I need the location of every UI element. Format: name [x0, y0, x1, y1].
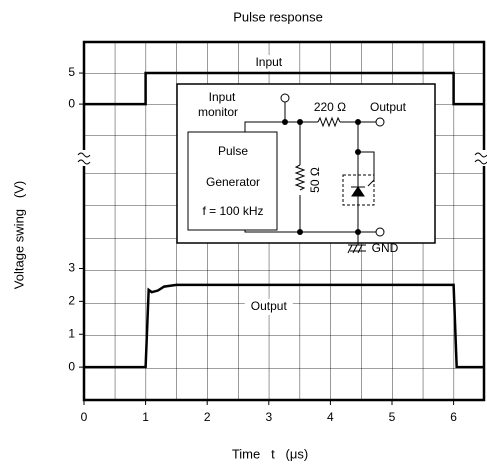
zener-diode — [351, 186, 365, 197]
y-tick-label: 3 — [68, 261, 75, 275]
series-line — [84, 71, 485, 106]
generator-label: Pulse — [218, 144, 248, 158]
series-label-bg — [244, 298, 293, 315]
input-monitor-label: monitor — [198, 105, 238, 119]
series-label: Input — [255, 55, 282, 69]
generator-box — [187, 131, 278, 231]
x-tick-label: 1 — [142, 410, 149, 424]
resistor-label: 220 Ω — [314, 100, 346, 114]
y-tick-label: 0 — [68, 96, 75, 110]
y-tick-label: 2 — [68, 294, 75, 308]
y-tick-label: 1 — [68, 326, 75, 340]
x-tick-label: 0 — [81, 410, 88, 424]
input-monitor-label: Input — [209, 90, 236, 104]
ground-label: GND — [372, 241, 399, 255]
series-label: Output — [251, 299, 288, 313]
x-axis-label: Time t (μs) — [232, 446, 308, 461]
x-tick-label: 4 — [327, 410, 334, 424]
resistor-label: 50 Ω — [308, 167, 322, 193]
x-tick-label: 6 — [450, 410, 457, 424]
wires — [244, 102, 376, 254]
y-tick-label: 0 — [68, 359, 75, 373]
circuit-inset: Input monitor 220 Ω Output Pulse Generat… — [176, 83, 436, 255]
x-tick-label: 2 — [204, 410, 211, 424]
series-label-bg — [244, 55, 293, 72]
generator-label: f = 100 kHz — [202, 204, 263, 218]
series-line — [84, 283, 485, 369]
axis-break — [77, 150, 487, 166]
nodes — [282, 119, 361, 235]
x-tick-label: 3 — [265, 410, 272, 424]
terminals — [280, 93, 385, 237]
x-tick-label: 5 — [389, 410, 396, 424]
chart-title: Pulse response — [233, 9, 323, 24]
output-label: Output — [370, 100, 407, 114]
y-tick-label: 5 — [68, 65, 75, 79]
plot-frame — [82, 40, 486, 402]
generator-label: Generator — [206, 175, 260, 189]
y-axis-label: Voltage swing (V) — [11, 181, 26, 289]
